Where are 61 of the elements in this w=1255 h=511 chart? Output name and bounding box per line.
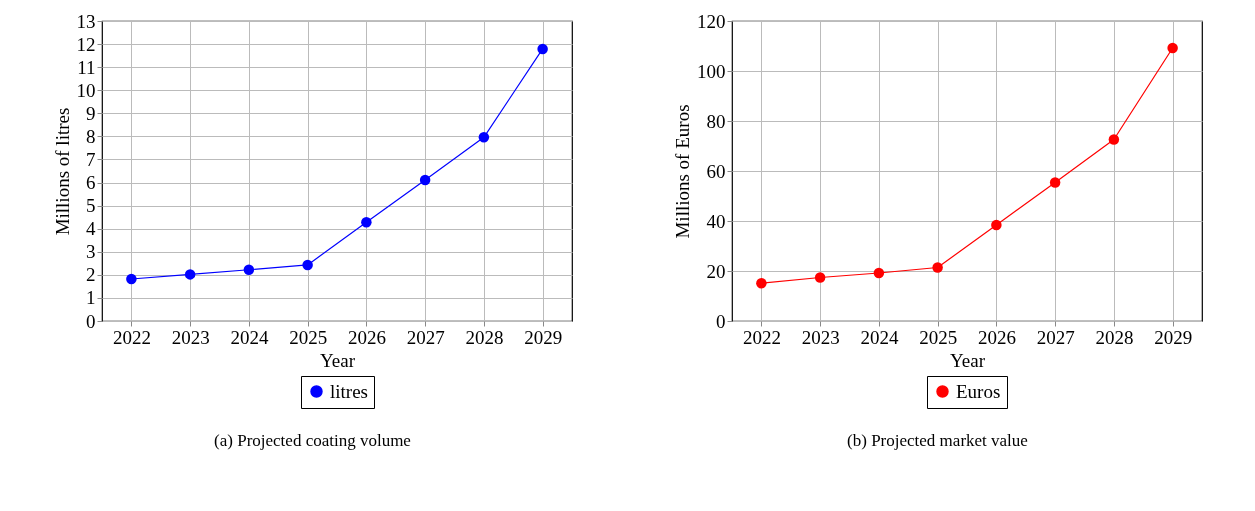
y-axis-title: Millions of Euros xyxy=(672,104,693,239)
x-tick-label: 2027 xyxy=(1036,326,1075,348)
x-tick-label: 2024 xyxy=(860,326,899,348)
y-tick-label: 12 xyxy=(76,33,96,55)
y-tick-label: 3 xyxy=(86,241,96,263)
y-tick-label: 2 xyxy=(86,264,96,286)
x-tick-label: 2025 xyxy=(919,326,958,348)
y-tick-label: 8 xyxy=(86,125,96,147)
x-tick-label: 2028 xyxy=(465,326,504,348)
x-tick-label: 2028 xyxy=(1095,326,1134,348)
y-tick-label: 100 xyxy=(697,60,726,82)
point xyxy=(991,219,1002,231)
y-tick-label: 40 xyxy=(706,210,726,232)
y-tick-label: 9 xyxy=(86,102,96,124)
y-tick-label: 60 xyxy=(706,160,726,182)
y-tick-label: 10 xyxy=(76,79,96,101)
x-axis-title: Year xyxy=(319,349,356,371)
legend-label: litres xyxy=(330,380,368,402)
x-tick-label: 2029 xyxy=(1154,326,1193,348)
y-tick-label: 0 xyxy=(86,310,96,332)
point xyxy=(184,269,196,280)
point xyxy=(361,217,372,228)
x-tick-label: 2024 xyxy=(230,326,269,348)
x-tick-label: 2026 xyxy=(977,326,1016,348)
legend-label: Euros xyxy=(956,380,1001,402)
y-tick-label: 11 xyxy=(77,56,96,78)
x-tick-label: 2027 xyxy=(406,326,445,348)
y-tick-label: 1 xyxy=(86,287,96,309)
x-tick-label: 2023 xyxy=(171,326,210,348)
y-tick-label: 120 xyxy=(697,10,726,32)
y-tick-label: 7 xyxy=(86,148,96,170)
x-tick-label: 2029 xyxy=(524,326,563,348)
point xyxy=(302,259,313,271)
x-axis-title: Year xyxy=(949,349,986,371)
y-axis-title: Millions of litres xyxy=(51,107,73,236)
point xyxy=(478,132,490,143)
y-tick-label: 6 xyxy=(86,172,96,194)
y-tick-label: 13 xyxy=(76,10,96,32)
point xyxy=(243,264,255,275)
point xyxy=(537,43,548,55)
point xyxy=(419,174,431,186)
point xyxy=(126,273,137,285)
point xyxy=(932,262,943,273)
text: (a) Projected coating volume xyxy=(213,431,412,451)
point xyxy=(756,278,767,289)
x-tick-label: 2022 xyxy=(112,326,151,348)
text: (b) Projected market value xyxy=(846,431,1029,451)
point xyxy=(1167,42,1178,54)
y-tick-label: 80 xyxy=(706,110,726,132)
x-tick-label: 2026 xyxy=(347,326,386,348)
point xyxy=(814,272,826,283)
y-tick-label: 5 xyxy=(86,195,96,217)
point xyxy=(873,267,885,279)
y-tick-label: 0 xyxy=(716,310,726,332)
point xyxy=(1049,177,1061,188)
x-tick-label: 2023 xyxy=(801,326,840,348)
y-tick-label: 20 xyxy=(706,260,726,282)
y-tick-label: 4 xyxy=(86,218,96,240)
point xyxy=(1108,134,1120,145)
x-tick-label: 2022 xyxy=(742,326,781,348)
x-tick-label: 2025 xyxy=(289,326,328,348)
